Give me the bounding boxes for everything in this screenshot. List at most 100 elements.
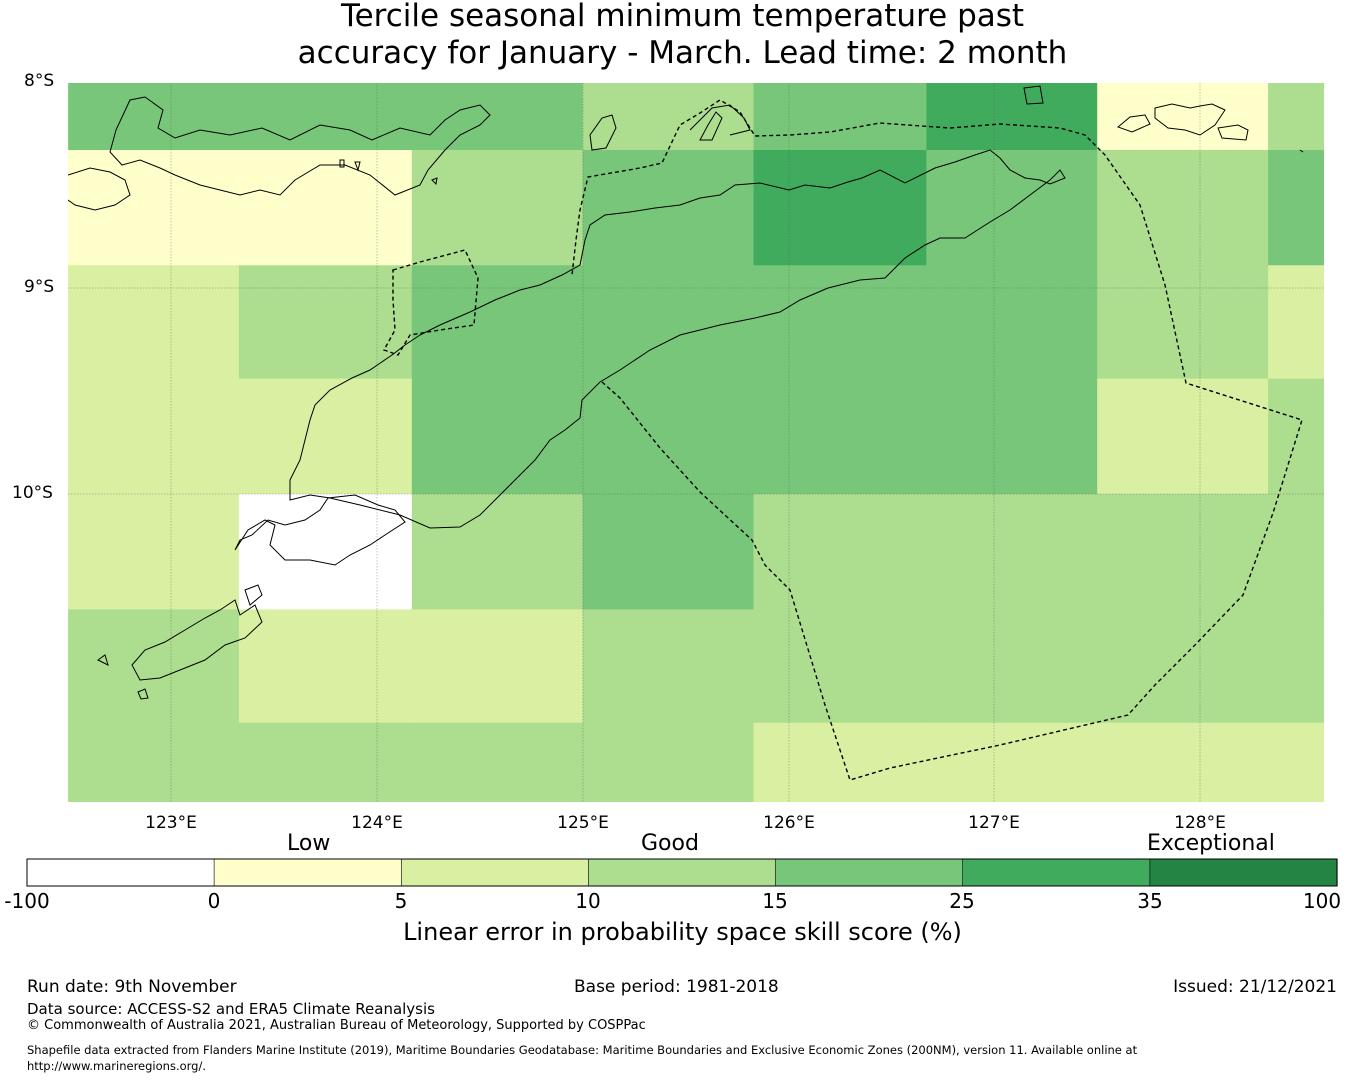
grid-cell	[582, 609, 755, 724]
grid-cell	[1268, 722, 1324, 802]
skill-grid	[68, 83, 1324, 802]
map-title-line-1: Tercile seasonal minimum temperature pas…	[340, 0, 1025, 34]
legend-category-exceptional: Exceptional	[1147, 831, 1275, 856]
coastline-semau-rote	[234, 494, 406, 566]
colorbar-segment	[962, 858, 1151, 887]
lat-label-9s: 9°S	[24, 277, 55, 297]
grid-cell	[753, 609, 927, 724]
coastline-wetar	[689, 104, 751, 136]
coastlines	[68, 85, 1304, 700]
grid-cell	[753, 722, 927, 802]
shapefile-credit-line-2: http://www.marineregions.org/.	[27, 1059, 206, 1073]
coastline-lakor	[1217, 124, 1249, 141]
grid-cell	[926, 494, 1098, 610]
legend-category-good: Good	[641, 831, 699, 856]
grid-cell	[68, 265, 240, 380]
colorbar-tick: 10	[575, 889, 601, 913]
grid-cell	[238, 494, 413, 610]
grid-cell	[68, 378, 240, 495]
grid-cell	[238, 609, 413, 724]
grid-cell	[753, 150, 927, 266]
grid-cell	[1097, 609, 1269, 724]
coastline-small-2	[354, 161, 361, 172]
lon-label-128e: 128°E	[1174, 813, 1226, 833]
grid-cell	[926, 265, 1098, 380]
colorbar-segment	[775, 858, 964, 887]
colorbar-tick: 25	[949, 889, 975, 913]
colorbar-tick: 0	[207, 889, 221, 913]
coastline-kisar	[1023, 85, 1044, 105]
graticule	[68, 83, 1324, 802]
grid-cell	[582, 265, 755, 380]
coastline-sawu-small	[244, 584, 263, 606]
grid-cell	[926, 722, 1098, 802]
colorbar	[26, 858, 1338, 887]
grid-cell	[68, 494, 240, 610]
lon-label-125e: 125°E	[557, 813, 609, 833]
coastline-flores-west	[68, 167, 131, 211]
grid-cell	[1097, 265, 1269, 380]
lon-label-123e: 123°E	[145, 813, 197, 833]
colorbar-tick: -100	[4, 889, 50, 913]
grid-cell	[238, 150, 413, 266]
grid-cell	[68, 150, 240, 266]
grid-cell	[582, 494, 755, 610]
lon-label-127e: 127°E	[968, 813, 1020, 833]
grid-cell	[753, 494, 927, 610]
grid-cell	[926, 378, 1098, 495]
grid-cell	[411, 378, 584, 495]
colorbar-segment	[400, 858, 589, 887]
colorbar-segment	[588, 858, 777, 887]
lon-label-126e: 126°E	[763, 813, 815, 833]
lat-label-10s: 10°S	[12, 483, 53, 503]
grid-cell	[926, 83, 1098, 151]
issued-date: Issued: 21/12/2021	[1173, 977, 1337, 997]
grid-cell	[926, 609, 1098, 724]
grid-cell	[238, 83, 413, 151]
grid-cell	[753, 265, 927, 380]
coastline-dana	[137, 688, 149, 700]
grid-cell	[582, 378, 755, 495]
coastline-small-3	[431, 177, 438, 186]
colorbar-tick: 100	[1302, 889, 1342, 913]
lon-label-124e: 124°E	[351, 813, 403, 833]
colorbar-tick: 35	[1137, 889, 1163, 913]
grid-cell	[1097, 378, 1269, 495]
grid-cell	[1268, 83, 1324, 151]
grid-cell	[238, 722, 413, 802]
shapefile-credit-line-1: Shapefile data extracted from Flanders M…	[27, 1043, 1138, 1057]
grid-cell	[582, 150, 755, 266]
colorbar-tick: 15	[762, 889, 788, 913]
boundary-oecusse	[382, 249, 479, 356]
boundary-timor-leste-eez	[571, 99, 1303, 781]
grid-cell	[1268, 265, 1324, 380]
coastline-moa	[1154, 103, 1226, 136]
coastline-timor	[289, 149, 1066, 529]
lat-label-8s: 8°S	[24, 71, 55, 91]
grid-cell	[68, 83, 240, 151]
maritime-boundary	[382, 99, 1303, 781]
grid-cell	[582, 722, 755, 802]
grid-cell	[753, 378, 927, 495]
grid-cell	[411, 722, 584, 802]
grid-cell	[68, 609, 240, 724]
grid-cell	[411, 494, 584, 610]
data-source: Data source: ACCESS-S2 and ERA5 Climate …	[27, 1000, 435, 1018]
grid-cell	[582, 83, 755, 151]
coastline-atauro	[699, 111, 723, 141]
coastline-ndao	[97, 654, 109, 666]
grid-cell	[411, 83, 584, 151]
base-period: Base period: 1981-2018	[574, 977, 779, 997]
coastline-alor-pantar	[589, 114, 617, 151]
grid-cell	[238, 265, 413, 380]
map-title-line-2: accuracy for January - March. Lead time:…	[297, 35, 1068, 71]
colorbar-segment	[1149, 858, 1338, 887]
grid-cell	[1268, 609, 1324, 724]
colorbar-segment	[26, 858, 215, 887]
coastline-flores	[109, 96, 491, 196]
grid-cell	[411, 150, 584, 266]
colorbar-tick: 5	[394, 889, 408, 913]
run-date: Run date: 9th November	[27, 977, 237, 997]
legend-category-low: Low	[287, 831, 331, 856]
